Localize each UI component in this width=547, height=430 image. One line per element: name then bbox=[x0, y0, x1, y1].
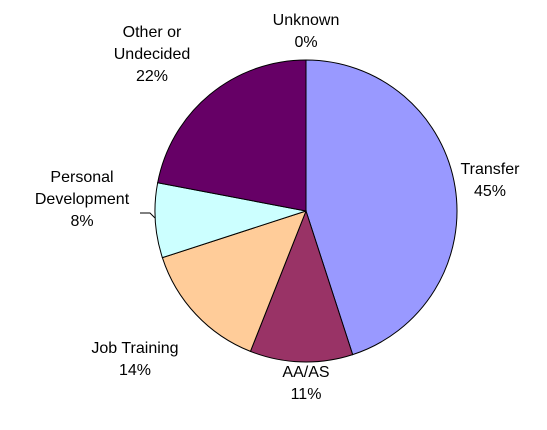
pie-slice bbox=[305, 59, 458, 356]
value-label: 8% bbox=[70, 213, 94, 230]
value-label: 45% bbox=[473, 183, 507, 200]
pie-slice bbox=[249, 209, 354, 363]
category-label: Other or Undecided bbox=[113, 24, 191, 63]
slice-label: Job Training 14% bbox=[70, 338, 200, 382]
category-label: Transfer bbox=[460, 161, 520, 178]
pie-slice bbox=[157, 59, 307, 212]
category-label: Unknown bbox=[272, 12, 340, 29]
slice-label: Personal Development 8% bbox=[30, 167, 135, 233]
leader-line bbox=[140, 212, 156, 219]
slice-label: AA/AS 11% bbox=[256, 362, 356, 406]
value-label: 0% bbox=[294, 34, 318, 51]
category-label: Job Training bbox=[91, 340, 179, 357]
slice-label: Other or Undecided 22% bbox=[105, 22, 200, 88]
slice-label: Transfer 45% bbox=[440, 159, 540, 203]
value-label: 11% bbox=[290, 386, 322, 403]
category-label: AA/AS bbox=[282, 364, 330, 381]
slice-label: Unknown 0% bbox=[256, 10, 356, 54]
value-label: 22% bbox=[135, 68, 169, 85]
value-label: 14% bbox=[118, 362, 152, 379]
category-label: Personal Development bbox=[34, 169, 130, 208]
